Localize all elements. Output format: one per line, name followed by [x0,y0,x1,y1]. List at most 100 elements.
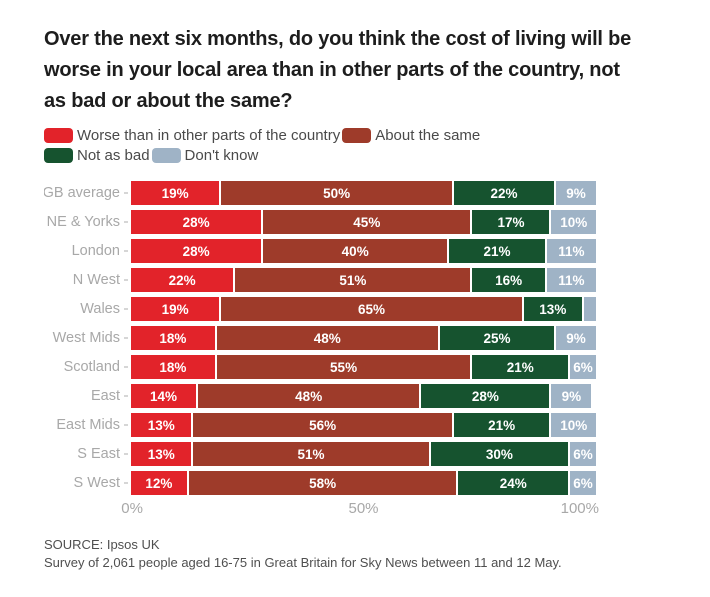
x-axis: 0% 50% 100% [121,500,599,520]
chart-row: West Mids 18% 48% 25% 9% [44,326,690,350]
bar-stack: 18% 48% 25% 9% [131,326,596,350]
bar-stack: 19% 50% 22% 9% [131,181,596,205]
bar-segment: 25% [437,326,555,350]
bar-value-label: 19% [161,185,189,201]
footer: SOURCE: Ipsos UK Survey of 2,061 people … [44,536,690,572]
category-label: Scotland [44,355,131,379]
bar-segment: 51% [233,268,471,292]
bar-value-label: 56% [309,417,337,433]
bar-segment: 13% [131,442,192,466]
chart-row: London 28% 40% 21% 11% [44,239,690,263]
bar-segment: 45% [261,210,471,234]
legend-item: Worse than in other parts of the country [44,125,340,145]
footer-source: SOURCE: Ipsos UK [44,537,160,552]
bar-segment: 6% [568,471,596,495]
bar-value-label: 6% [573,359,593,375]
bar-segment: 56% [191,413,452,437]
bar-stack: 12% 58% 24% 6% [131,471,596,495]
x-axis-tick-100: 100% [560,500,599,517]
bar-segment: 14% [131,384,197,408]
bar-segment: 22% [131,268,234,292]
tick-mark [124,221,128,223]
tick-mark [124,482,128,484]
category-label-text: S West [73,475,120,491]
bar-value-label: 25% [483,330,511,346]
category-label: GB average [44,181,131,205]
footer-note: Survey of 2,061 people aged 16-75 in Gre… [44,555,562,570]
chart-row: S West 12% 58% 24% 6% [44,471,690,495]
bar-stack: 14% 48% 28% 9% [131,384,596,408]
bar-value-label: 51% [339,272,367,288]
stacked-bar-chart: GB average 19% 50% 22% 9% NE & Yorks 28% 45% 17%… [44,181,690,520]
bar-stack: 18% 55% 21% 6% [131,355,596,379]
category-label-text: East Mids [56,417,120,433]
tick-mark [124,424,128,426]
category-label-text: N West [72,272,120,288]
tick-mark [124,192,128,194]
bar-segment: 18% [131,326,215,350]
bar-segment: 48% [196,384,420,408]
category-label-text: NE & Yorks [46,214,120,230]
bar-stack: 22% 51% 16% 11% [131,268,596,292]
legend-swatch [151,147,181,163]
legend-item: Don't know [151,145,258,165]
bar-segment: 28% [131,239,262,263]
category-label: N West [44,268,131,292]
bar-segment: 40% [261,239,448,263]
bar-segment: 19% [131,297,220,321]
bar-value-label: 13% [147,446,175,462]
bar-segment: 21% [451,413,550,437]
bar-segment: 21% [470,355,569,379]
bar-segment: 12% [131,471,187,495]
category-label: East Mids [44,413,131,437]
bar-stack: 19% 65% 13% [131,297,596,321]
bar-value-label: 21% [488,417,516,433]
bar-value-label: 11% [558,272,585,288]
category-label-text: Scotland [63,359,120,375]
chart-row: East 14% 48% 28% 9% [44,384,690,408]
bar-value-label: 10% [560,214,588,230]
bar-value-label: 28% [471,388,499,404]
bar-segment: 17% [470,210,550,234]
bar-segment: 16% [470,268,545,292]
bar-value-label: 55% [330,359,358,375]
bar-value-label: 22% [490,185,518,201]
page-title-line-1: Over the next six months, do you think t… [44,28,632,50]
chart-row: N West 22% 51% 16% 11% [44,268,690,292]
chart-row: Scotland 18% 55% 21% 6% [44,355,690,379]
page-title-line-2: worse in your local area than in other p… [44,59,620,81]
bar-value-label: 65% [357,301,385,317]
bar-segment: 19% [131,181,220,205]
legend-swatch [342,127,372,143]
bar-value-label: 18% [159,330,187,346]
category-label-text: London [71,243,120,259]
bar-segment: 51% [191,442,429,466]
bar-value-label: 28% [182,243,210,259]
bar-segment: 28% [131,210,262,234]
chart-row: Wales 19% 65% 13% [44,297,690,321]
bar-value-label: 30% [485,446,513,462]
category-label: S East [44,442,131,466]
bar-segment: 55% [214,355,471,379]
bar-value-label: 58% [309,475,337,491]
bar-value-label: 6% [573,475,593,491]
chart-row: GB average 19% 50% 22% 9% [44,181,690,205]
bar-segment: 10% [549,413,596,437]
x-axis-tick-0: 0% [121,500,143,517]
category-label: West Mids [44,326,131,350]
bar-segment: 21% [447,239,545,263]
x-axis-tick-50: 50% [348,500,379,517]
category-label-text: GB average [44,185,120,201]
bar-segment: 50% [219,181,452,205]
category-label: East [44,384,131,408]
category-label: NE & Yorks [44,210,131,234]
bar-segment: 9% [554,326,596,350]
tick-mark [124,337,128,339]
chart-rows: GB average 19% 50% 22% 9% NE & Yorks 28% 45% 17%… [44,181,690,495]
category-label-text: West Mids [52,330,120,346]
bar-value-label: 9% [566,330,586,346]
bar-segment: 11% [544,239,596,263]
bar-value-label: 10% [560,417,588,433]
bar-value-label: 18% [159,359,187,375]
legend-swatch [44,147,73,163]
